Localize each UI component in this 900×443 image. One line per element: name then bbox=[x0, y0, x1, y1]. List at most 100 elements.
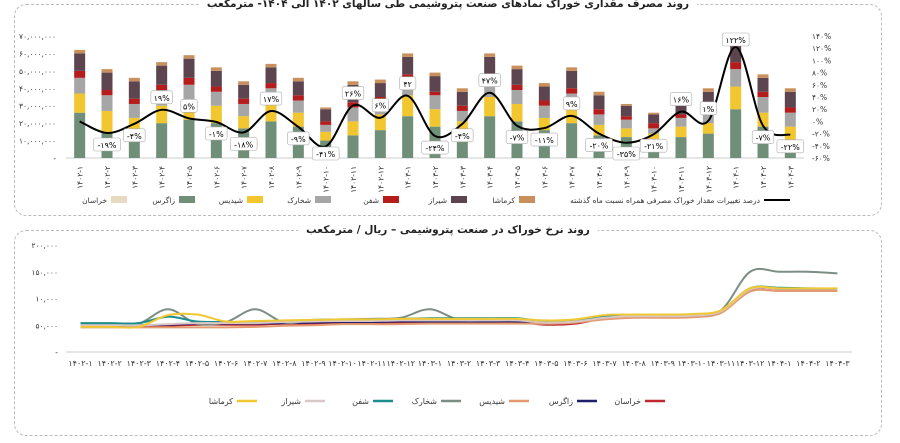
bar-segment bbox=[566, 70, 578, 89]
legend-label: شیراز bbox=[280, 397, 301, 406]
bar-segment bbox=[456, 88, 468, 92]
bar-segment bbox=[593, 95, 605, 110]
x-axis-tick-label: ۱۴۰۲-۱۲ bbox=[386, 359, 415, 368]
bar-segment bbox=[648, 133, 660, 141]
legend-swatch bbox=[451, 196, 467, 203]
data-label: -۷% bbox=[510, 134, 525, 143]
bar-segment bbox=[101, 72, 113, 91]
bar-segment bbox=[320, 107, 332, 110]
percent-change-line bbox=[79, 45, 791, 148]
bar-segment bbox=[456, 121, 468, 134]
bar-segment bbox=[156, 62, 168, 66]
data-label-box bbox=[505, 130, 529, 144]
bar-segment bbox=[730, 62, 742, 70]
bar-segment bbox=[101, 110, 113, 132]
bar-segment bbox=[620, 128, 632, 138]
x-axis-tick-label: ۱۴۰۲-۹ bbox=[294, 166, 303, 189]
series-line bbox=[80, 286, 838, 327]
x-axis-tick-label: ۱۴۰۴-۳ bbox=[786, 166, 795, 189]
data-label: -۱% bbox=[209, 130, 224, 139]
data-label-box bbox=[123, 128, 146, 143]
y-axis-tick-label: ۵۰,۰۰۰ bbox=[35, 321, 58, 330]
chart1-title: روند مصرف مقداری خوراک نمادهای صنعت پترو… bbox=[198, 0, 698, 10]
data-label-box bbox=[311, 146, 340, 161]
bar-segment bbox=[374, 130, 386, 158]
data-label: -۷% bbox=[756, 134, 771, 143]
data-label: -۱۸% bbox=[234, 140, 253, 149]
bar-segment bbox=[784, 88, 796, 92]
y2-axis-tick-label: ۰% bbox=[812, 117, 823, 126]
bar-segment bbox=[374, 114, 386, 131]
data-label: ۴۷% bbox=[482, 77, 499, 86]
data-label: -۴% bbox=[127, 132, 142, 141]
data-label-box bbox=[612, 146, 641, 161]
legend-label: شیدیس bbox=[219, 196, 243, 205]
data-label-box bbox=[639, 138, 668, 153]
legend-label: شفن bbox=[352, 397, 369, 406]
data-label-box bbox=[287, 131, 310, 146]
bar-segment bbox=[675, 137, 687, 158]
bar-segment bbox=[238, 84, 250, 99]
x-axis-tick-label: ۱۴۰۲-۵ bbox=[185, 359, 209, 368]
x-axis-tick-label: ۱۴۰۳-۱۰ bbox=[678, 359, 707, 368]
bar-segment bbox=[292, 81, 304, 96]
bar-segment bbox=[74, 70, 86, 78]
bar-segment bbox=[183, 84, 195, 101]
bar-segment bbox=[566, 123, 578, 158]
bar-segment bbox=[757, 74, 769, 78]
bar-segment bbox=[456, 110, 468, 122]
bar-segment bbox=[429, 91, 441, 96]
bar-segment bbox=[511, 90, 523, 104]
legend-label: زاگرس bbox=[152, 196, 175, 205]
bar-segment bbox=[210, 67, 222, 71]
bar-segment bbox=[101, 90, 113, 96]
bar-segment bbox=[702, 88, 714, 92]
data-label-box bbox=[563, 96, 581, 111]
data-label: -۴۱% bbox=[316, 150, 335, 159]
y2-axis-tick-label: ۱۴۰% bbox=[812, 32, 831, 41]
bar-segment bbox=[620, 105, 632, 117]
bar-segment bbox=[210, 123, 222, 158]
data-label: ۹% bbox=[566, 100, 578, 109]
x-axis-tick-label: ۱۴۰۳-۵ bbox=[534, 359, 558, 368]
x-axis-tick-label: ۱۴۰۳-۵ bbox=[513, 166, 522, 189]
x-axis-tick-label: ۱۴۰۳-۶ bbox=[563, 359, 587, 368]
bar-segment bbox=[128, 103, 140, 118]
bar-segment bbox=[156, 84, 168, 91]
bar-segment bbox=[156, 123, 168, 158]
legend-label: خراسان bbox=[614, 397, 641, 406]
bar-segment bbox=[675, 117, 687, 127]
bar-segment bbox=[74, 93, 86, 113]
bar-segment bbox=[648, 123, 660, 129]
bar-segment bbox=[484, 97, 496, 117]
bar-segment bbox=[292, 100, 304, 113]
y2-axis-tick-label: -۲۰% bbox=[812, 130, 830, 139]
x-axis-tick-label: ۱۴۰۲-۸ bbox=[267, 166, 276, 189]
y2-axis-tick-label: ۲۰% bbox=[812, 105, 827, 114]
data-label: ۱۷% bbox=[263, 95, 280, 104]
bar-segment bbox=[730, 86, 742, 110]
bar-segment bbox=[593, 114, 605, 125]
bar-segment bbox=[730, 69, 742, 87]
bar-segment bbox=[320, 131, 332, 141]
y2-axis-tick-label: -۶۰% bbox=[812, 154, 830, 163]
bar-segment bbox=[210, 105, 222, 124]
x-axis-tick-label: ۱۴۰۳-۲ bbox=[447, 359, 471, 368]
bar-segment bbox=[702, 123, 714, 134]
legend-label: شیراز bbox=[428, 196, 447, 205]
data-label: -۲۰% bbox=[589, 142, 608, 151]
x-axis-tick-label: ۱۴۰۴-۱ bbox=[732, 166, 741, 189]
bar-segment bbox=[265, 67, 277, 84]
x-axis-tick-label: ۱۴۰۲-۲ bbox=[103, 166, 112, 189]
bar-segment bbox=[128, 81, 140, 99]
bar-segment bbox=[757, 112, 769, 127]
bar-segment bbox=[675, 126, 687, 138]
bar-segment bbox=[320, 124, 332, 132]
x-axis-tick-label: ۱۴۰۳-۱۲ bbox=[704, 166, 713, 193]
bar-segment bbox=[265, 121, 277, 158]
x-axis-tick-label: ۱۴۰۴-۲ bbox=[759, 166, 768, 189]
data-label-box bbox=[150, 90, 173, 105]
x-axis-tick-label: ۱۴۰۳-۱ bbox=[418, 359, 442, 368]
bar-segment bbox=[402, 95, 414, 117]
